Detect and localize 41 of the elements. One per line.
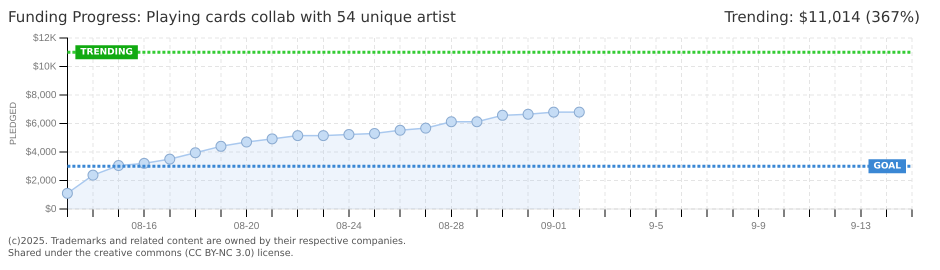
ref-line-label: GOAL bbox=[874, 162, 902, 172]
x-tick-label: 9-13 bbox=[850, 220, 872, 232]
text: Trending: $11,014 (367%) bbox=[724, 8, 920, 26]
point bbox=[522, 108, 534, 120]
point bbox=[62, 188, 73, 199]
point bbox=[292, 130, 304, 142]
y-tick-label: $8,000 bbox=[26, 90, 57, 101]
x-tick-label: 9-9 bbox=[751, 220, 766, 232]
x-tick-label: 08-20 bbox=[234, 220, 260, 232]
point bbox=[87, 170, 98, 181]
x-tick-label: 08-28 bbox=[438, 220, 465, 232]
y-tick-label: $0 bbox=[45, 204, 57, 215]
chart-title: Funding Progress: Playing cards collab with 54 unique artist bbox=[8, 8, 456, 26]
y-tick-label: $4,000 bbox=[26, 146, 57, 158]
x-tick-label: 9-5 bbox=[648, 220, 664, 232]
point bbox=[215, 140, 226, 152]
ref-line-label: TRENDING bbox=[80, 48, 133, 58]
text: Shared under the creative commons (CC BY-NC 3.0) license. bbox=[8, 248, 294, 259]
point bbox=[266, 133, 278, 144]
y-axis-title: PLEDGED bbox=[8, 101, 18, 146]
point bbox=[241, 136, 252, 148]
point bbox=[446, 116, 457, 128]
point bbox=[420, 122, 432, 134]
point bbox=[190, 147, 201, 158]
x-tick-label: 08-24 bbox=[336, 220, 362, 232]
point bbox=[471, 116, 482, 128]
text: (c)2025. Trademarks and related content are owned by their respective companies. bbox=[8, 236, 406, 247]
point bbox=[394, 124, 406, 136]
point bbox=[574, 106, 585, 118]
x-tick-label: 09-01 bbox=[540, 220, 567, 232]
point bbox=[343, 129, 354, 140]
x-tick-label: 08-16 bbox=[131, 220, 158, 232]
point bbox=[318, 130, 329, 142]
point bbox=[369, 128, 380, 139]
y-tick-label: $12K bbox=[33, 32, 57, 44]
y-tick-label: $6,000 bbox=[26, 118, 57, 130]
point bbox=[164, 154, 176, 165]
point bbox=[496, 110, 508, 121]
y-tick-label: $10K bbox=[33, 61, 57, 72]
y-tick-label: $2,000 bbox=[26, 175, 57, 186]
point bbox=[548, 106, 560, 118]
